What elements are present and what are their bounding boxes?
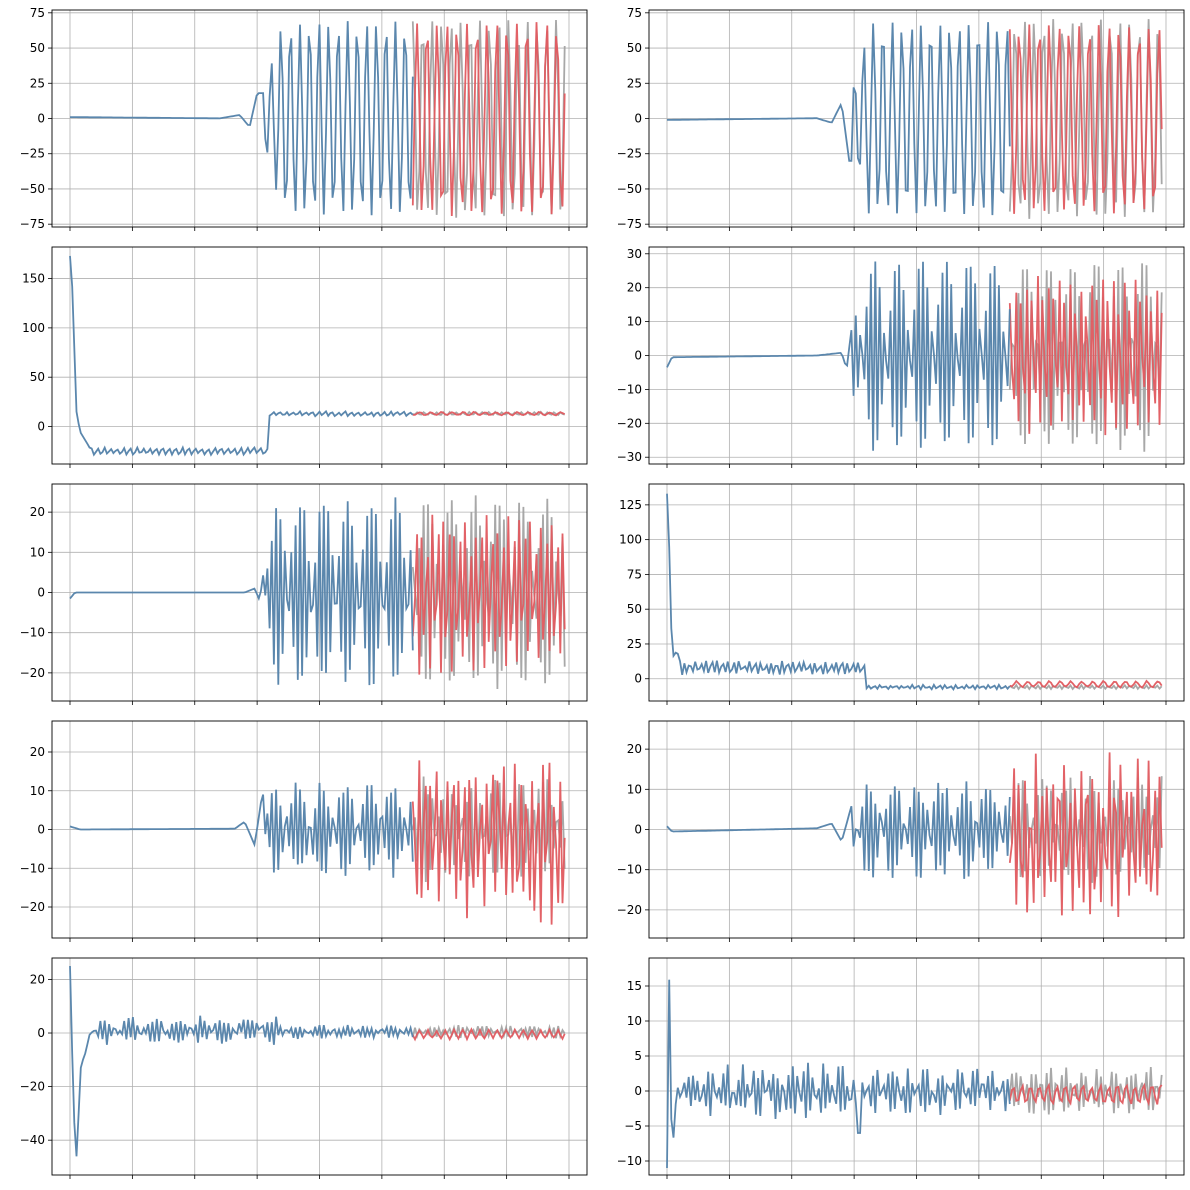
panel-row4-left: −20 −10 0 10 20 <box>20 720 588 942</box>
y-tick-label: 0 <box>634 823 642 837</box>
panel-row2-left: 0 50 100 150 <box>22 246 588 468</box>
y-tick-label: 25 <box>30 76 45 90</box>
axes-frame <box>51 9 588 228</box>
y-tick-label: 0 <box>37 586 45 600</box>
panel-row4-right: −20 −10 0 10 20 <box>617 720 1185 942</box>
y-tick-label: 50 <box>627 41 642 55</box>
y-tick-label: 10 <box>30 784 45 798</box>
y-tick-label: 20 <box>30 972 45 986</box>
y-tick-label: −75 <box>20 217 45 231</box>
panel-row3-right: 0 25 50 75 100 125 <box>619 483 1185 705</box>
y-tick-label: −20 <box>20 666 45 680</box>
panel-row5-left: −40 −20 0 20 <box>20 957 588 1179</box>
y-tick-label: 30 <box>627 247 642 261</box>
y-tick-label: 10 <box>30 545 45 559</box>
axes-frame <box>648 483 1185 702</box>
series-line-truth <box>411 1023 566 1040</box>
axes-frame <box>648 9 1185 228</box>
y-tick-label: 0 <box>37 112 45 126</box>
axes-frame <box>648 957 1185 1176</box>
series-line-prediction <box>1008 24 1163 214</box>
y-tick-label: 0 <box>37 420 45 434</box>
axes-frame <box>51 483 588 702</box>
series-line-context <box>666 979 1011 1169</box>
y-tick-label: −25 <box>617 147 642 161</box>
axes-frame <box>648 720 1185 939</box>
panel-row2-right: −30 −20 −10 0 10 20 30 <box>617 246 1185 468</box>
axes-frame <box>51 720 588 939</box>
series-line-prediction <box>411 22 566 217</box>
series-line-prediction <box>1008 275 1163 436</box>
y-tick-label: 125 <box>619 498 642 512</box>
y-tick-label: 15 <box>627 979 642 993</box>
y-tick-label: −20 <box>20 900 45 914</box>
y-tick-label: 50 <box>30 370 45 384</box>
series-line-prediction <box>1009 679 1163 689</box>
series-line-context <box>666 781 1011 879</box>
series-line-context <box>69 782 414 878</box>
y-tick-label: −20 <box>617 903 642 917</box>
y-tick-label: −20 <box>20 1080 45 1094</box>
series-line-prediction <box>412 410 566 417</box>
y-tick-label: 10 <box>627 782 642 796</box>
series-line-context <box>69 497 414 686</box>
y-tick-label: −40 <box>20 1133 45 1147</box>
y-tick-label: 25 <box>627 76 642 90</box>
y-tick-label: 100 <box>22 321 45 335</box>
y-tick-label: 0 <box>634 349 642 363</box>
y-tick-label: 0 <box>37 823 45 837</box>
panel-row3-left: −20 −10 0 10 20 <box>20 483 588 705</box>
y-tick-label: 100 <box>619 533 642 547</box>
y-tick-label: 25 <box>627 637 642 651</box>
y-tick-label: 50 <box>627 602 642 616</box>
y-tick-label: 20 <box>627 281 642 295</box>
y-tick-label: 10 <box>627 1014 642 1028</box>
y-tick-label: 0 <box>37 1026 45 1040</box>
series-line-context <box>69 255 414 457</box>
panel-row1-left: −75 −50 −25 0 25 50 75 <box>20 6 588 231</box>
y-tick-label: 0 <box>634 112 642 126</box>
y-tick-label: 10 <box>627 315 642 329</box>
y-tick-label: −5 <box>624 1119 642 1133</box>
y-tick-label: 20 <box>30 505 45 519</box>
y-tick-label: 20 <box>627 742 642 756</box>
y-tick-label: −10 <box>617 1154 642 1168</box>
y-tick-label: 75 <box>627 567 642 581</box>
series-line-context <box>666 261 1011 451</box>
series-line-context <box>69 965 414 1157</box>
axes-frame <box>51 957 588 1176</box>
y-tick-label: −50 <box>617 182 642 196</box>
y-tick-label: 75 <box>30 6 45 20</box>
y-tick-label: −75 <box>617 217 642 231</box>
y-tick-label: 0 <box>634 672 642 686</box>
series-line-prediction <box>411 760 566 925</box>
series-line-prediction <box>411 1027 566 1042</box>
y-tick-label: −30 <box>617 450 642 464</box>
y-tick-label: −50 <box>20 182 45 196</box>
series-line-prediction <box>411 514 566 675</box>
series-line-prediction <box>1008 752 1163 918</box>
axes-frame <box>51 246 588 465</box>
y-tick-label: −10 <box>20 626 45 640</box>
panel-row1-right: −75 −50 −25 0 25 50 75 <box>617 6 1185 231</box>
series-line-truth <box>1008 1066 1163 1115</box>
series-line-context <box>667 22 1011 216</box>
y-tick-label: 50 <box>30 41 45 55</box>
panel-row5-right: −10 −5 0 5 10 15 <box>617 957 1185 1179</box>
y-tick-label: −10 <box>617 863 642 877</box>
y-tick-label: −25 <box>20 147 45 161</box>
y-tick-label: −10 <box>617 382 642 396</box>
y-tick-label: 0 <box>634 1084 642 1098</box>
y-tick-label: −10 <box>20 861 45 875</box>
series-line-context <box>70 21 414 216</box>
series-line-prediction <box>1008 1082 1163 1107</box>
y-tick-label: 150 <box>22 272 45 286</box>
y-tick-label: −20 <box>617 416 642 430</box>
y-tick-label: 75 <box>627 6 642 20</box>
axes-frame <box>648 246 1185 465</box>
y-tick-label: 20 <box>30 745 45 759</box>
series-line-context <box>666 493 1011 692</box>
y-tick-label: 5 <box>634 1049 642 1063</box>
